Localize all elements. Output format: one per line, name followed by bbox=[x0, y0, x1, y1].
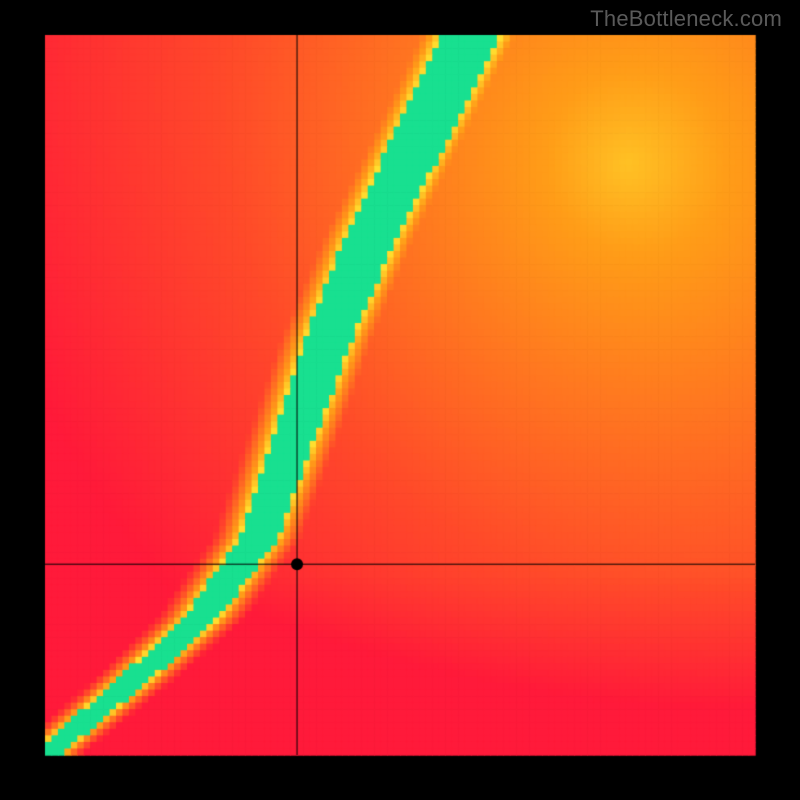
watermark-text: TheBottleneck.com bbox=[590, 6, 782, 32]
chart-container: TheBottleneck.com bbox=[0, 0, 800, 800]
bottleneck-heatmap bbox=[0, 0, 800, 800]
